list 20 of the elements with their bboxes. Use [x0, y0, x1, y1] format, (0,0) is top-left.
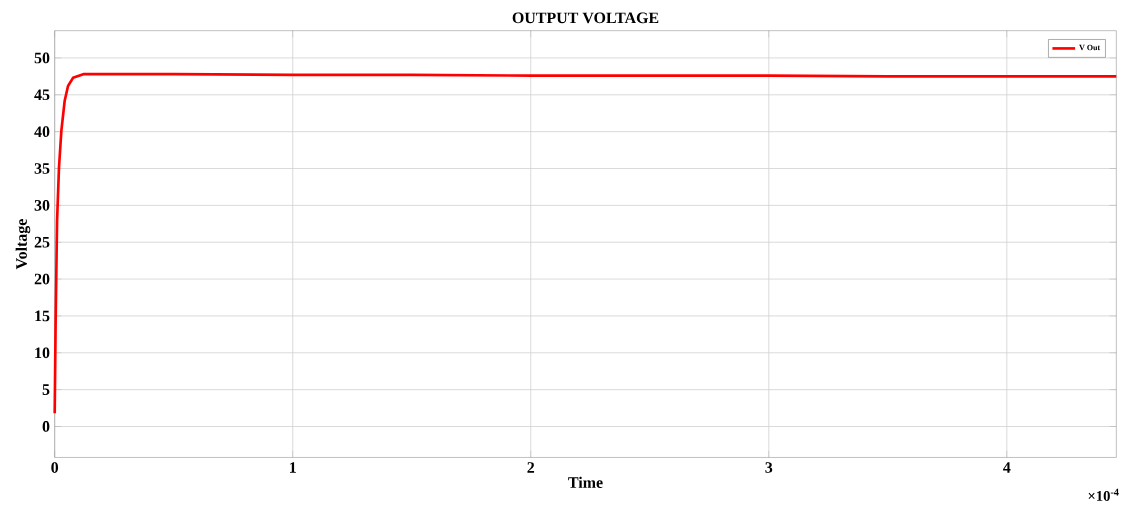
y-tick-label: 10: [35, 347, 50, 359]
y-tick-label: 20: [34, 273, 50, 285]
y-tick-label: 5: [42, 384, 50, 395]
x-tick-label: 0: [51, 462, 59, 473]
y-tick-label: 50: [34, 52, 50, 64]
y-tick-label: 15: [35, 310, 50, 322]
y-tick-label: 0: [42, 421, 50, 432]
y-tick-label: 25: [34, 236, 50, 248]
x-tick-label: 2: [527, 462, 535, 473]
x-axis-title: Time: [568, 476, 603, 488]
text: ×10$^{-4}$: [1088, 488, 1119, 501]
x-tick-label: 3: [765, 462, 773, 473]
chart-title: OUTPUT VOLTAGE: [512, 12, 659, 24]
y-axis-title: Voltage: [15, 219, 31, 270]
x-tick-label: 1: [290, 462, 296, 473]
y-tick-label: 40: [34, 126, 50, 137]
x-tick-label: 4: [1003, 462, 1011, 473]
y-tick-label: 35: [34, 163, 50, 174]
y-tick-label: 30: [34, 199, 50, 211]
y-tick-label: 45: [34, 89, 50, 101]
